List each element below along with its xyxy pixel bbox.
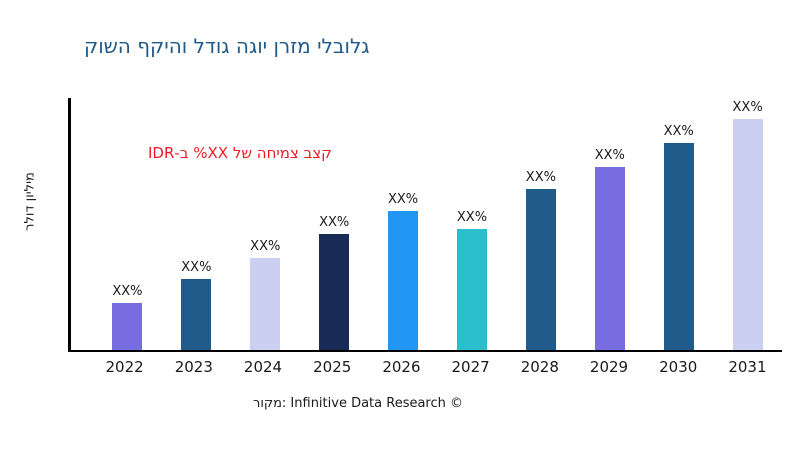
bar-group: XX% bbox=[644, 98, 713, 350]
x-tick-label: 2030 bbox=[659, 358, 698, 376]
bar-value-label: XX% bbox=[663, 124, 694, 140]
plot-area: XX% XX% XX% XX% XX% XX% XX% XX% XX% XX% bbox=[68, 98, 782, 352]
bar-value-label: XX% bbox=[456, 210, 488, 226]
bar-group: XX% bbox=[575, 98, 644, 350]
growth-rate-annotation: קצב צמיחה של XX% ב-IDR bbox=[148, 144, 332, 162]
bar bbox=[319, 234, 350, 350]
x-tick-label: 2031 bbox=[728, 358, 767, 376]
bar bbox=[250, 258, 281, 350]
x-tick-label: 2027 bbox=[451, 358, 490, 376]
bar-group: XX% bbox=[438, 98, 507, 350]
x-tick-label: 2025 bbox=[313, 358, 352, 376]
bar bbox=[594, 167, 625, 350]
bar-value-label: XX% bbox=[181, 260, 212, 276]
bar-value-label: XX% bbox=[319, 215, 350, 231]
bar bbox=[112, 303, 143, 350]
bar bbox=[388, 211, 419, 350]
chart-title: גלובלי מזרן יוגה גודל והיקף השוק bbox=[84, 34, 370, 58]
source-footer: מקור: Infinitive Data Research © bbox=[252, 396, 464, 411]
bar bbox=[456, 229, 487, 350]
bar-group: XX% bbox=[300, 98, 369, 350]
y-axis-label: מיליון דולר bbox=[22, 172, 38, 231]
x-tick-label: 2029 bbox=[589, 358, 629, 376]
x-tick-label: 2023 bbox=[174, 358, 213, 376]
bar-value-label: XX% bbox=[732, 100, 763, 116]
bar bbox=[181, 279, 212, 350]
bar-value-label: XX% bbox=[112, 284, 143, 300]
bar-group: XX% bbox=[369, 98, 438, 350]
bar-group: XX% bbox=[162, 98, 231, 350]
bar-value-label: XX% bbox=[387, 192, 419, 208]
bar-group: XX% bbox=[713, 98, 782, 350]
bar-value-label: XX% bbox=[250, 239, 281, 255]
bar-group: XX% bbox=[93, 98, 162, 350]
x-axis-ticks: 2022 2023 2024 2025 2026 2027 2028 2029 2030 2031 bbox=[68, 358, 782, 376]
x-tick-label: 2028 bbox=[520, 358, 559, 376]
bar-group: XX% bbox=[506, 98, 575, 350]
bar-value-label: XX% bbox=[525, 169, 556, 185]
x-tick-label: 2024 bbox=[243, 358, 283, 376]
x-tick-label: 2026 bbox=[382, 358, 421, 376]
bar bbox=[525, 188, 556, 350]
bar-value-label: XX% bbox=[594, 148, 625, 164]
bar bbox=[663, 143, 694, 350]
bar-group: XX% bbox=[231, 98, 300, 350]
bar bbox=[732, 119, 763, 350]
x-tick-label: 2022 bbox=[105, 358, 144, 376]
